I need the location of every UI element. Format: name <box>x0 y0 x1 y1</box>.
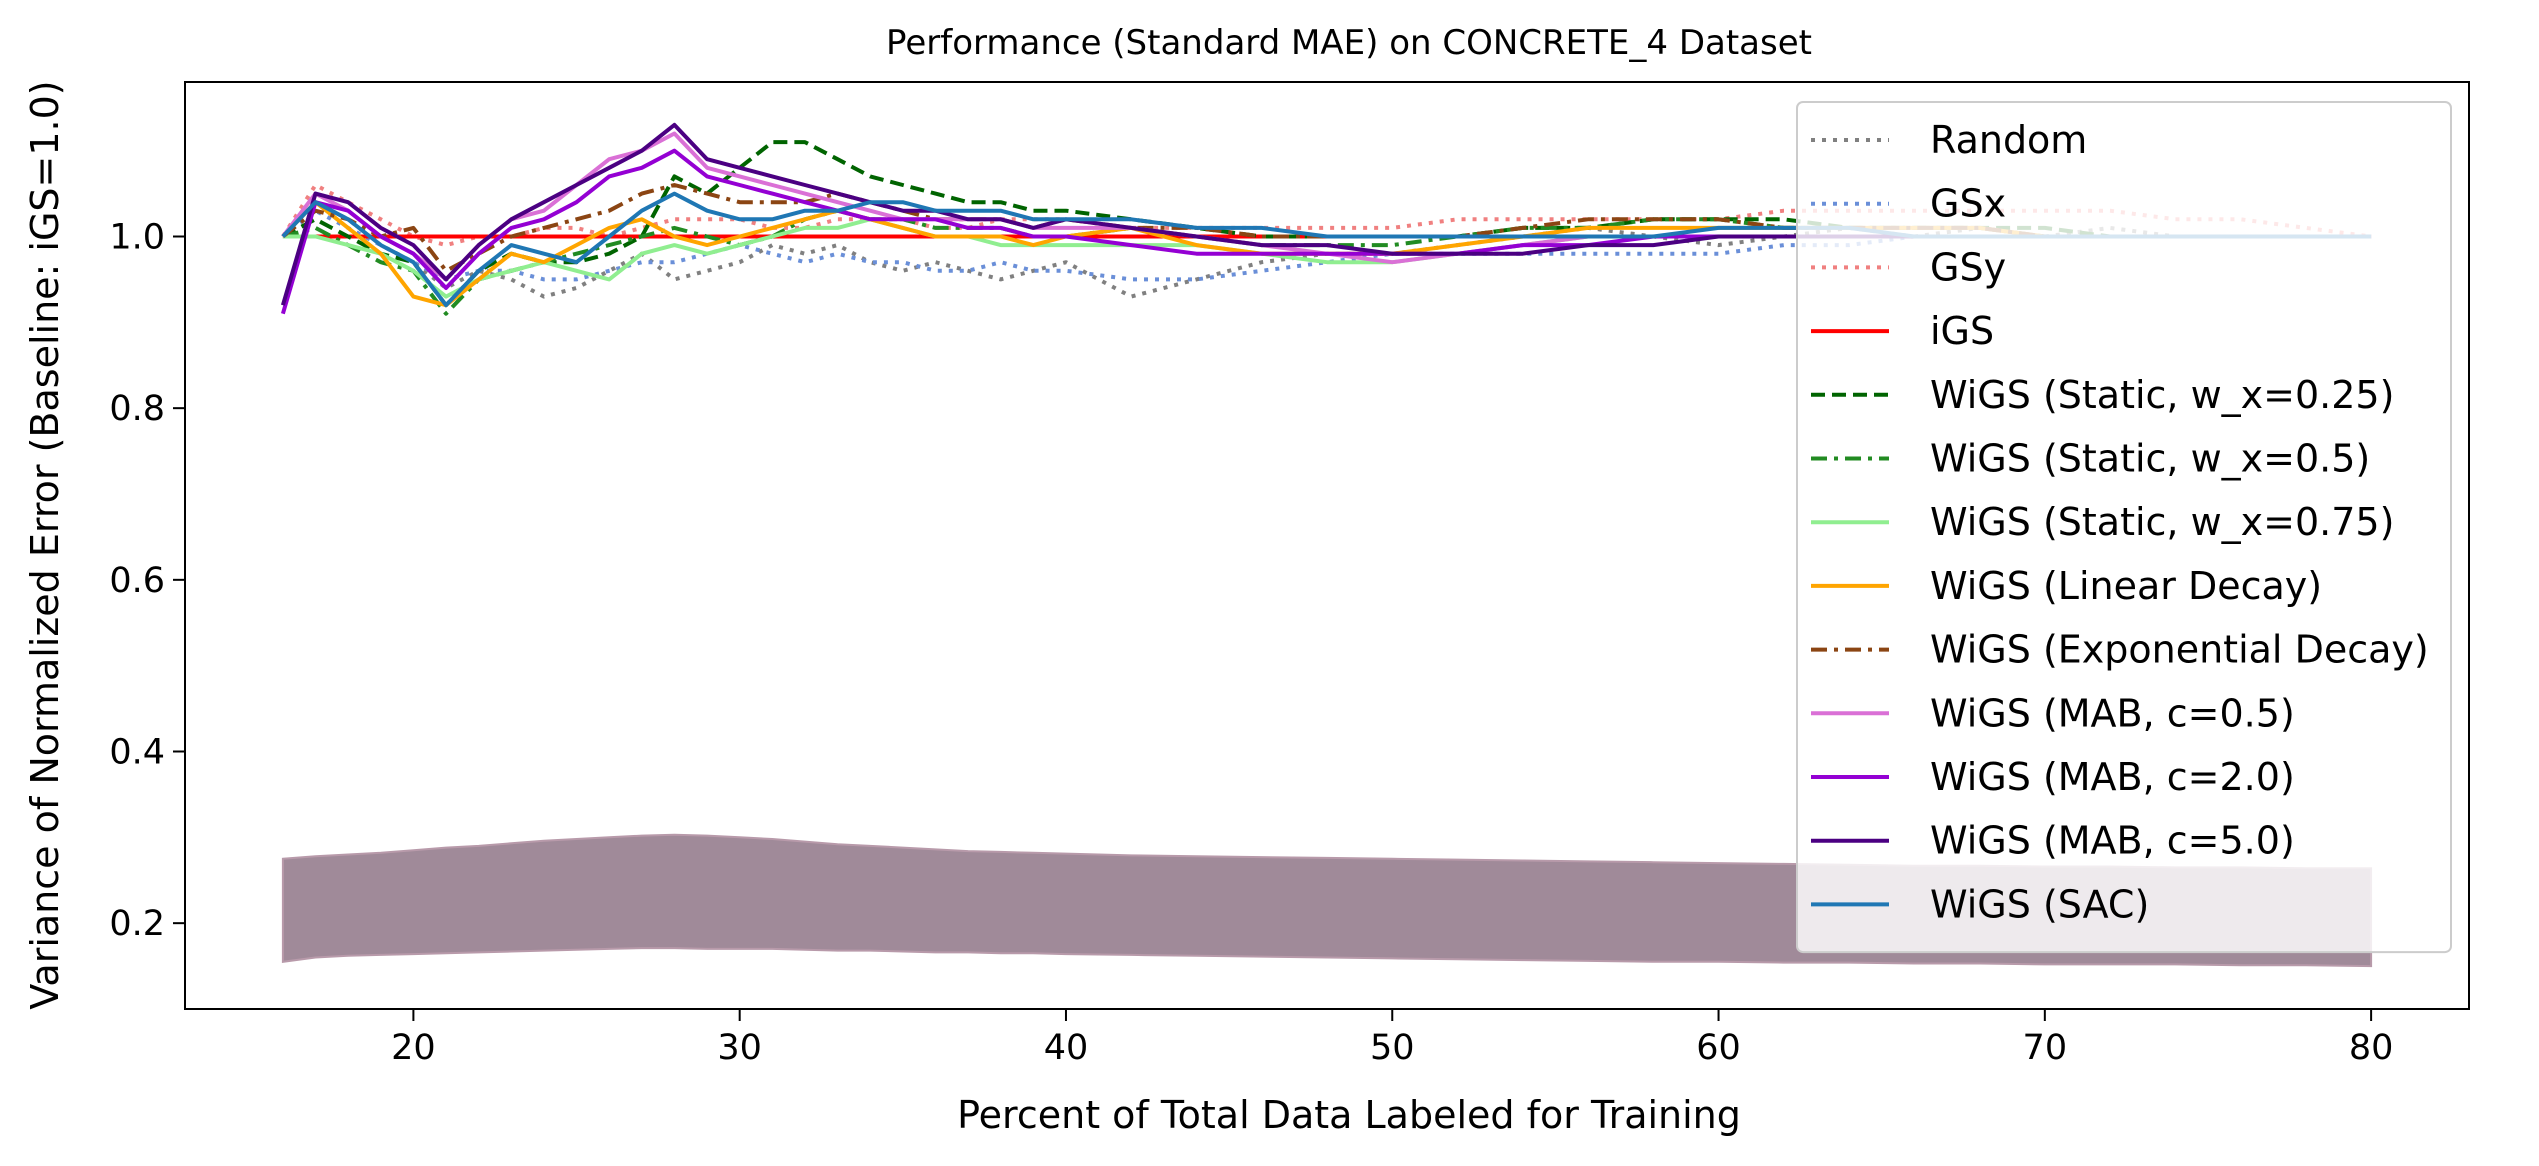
legend-label-3: iGS <box>1930 309 1994 353</box>
legend-box <box>1796 101 2452 954</box>
y-tick-label: 0.2 <box>109 904 165 944</box>
legend-label-1: GSx <box>1930 182 2006 226</box>
legend-label-5: WiGS (Static, w_x=0.5) <box>1930 437 2370 481</box>
plot-frame <box>184 81 2470 1010</box>
x-tick-label: 20 <box>391 1028 436 1068</box>
x-axis-label: Percent of Total Data Labeled for Traini… <box>957 1093 1741 1137</box>
legend-label-6: WiGS (Static, w_x=0.75) <box>1930 500 2394 544</box>
legend-label-9: WiGS (MAB, c=0.5) <box>1930 691 2295 735</box>
y-tick-label: 0.4 <box>109 733 165 773</box>
legend-label-7: WiGS (Linear Decay) <box>1930 564 2322 608</box>
y-tick-label: 0.8 <box>109 389 165 429</box>
legend-label-11: WiGS (MAB, c=5.0) <box>1930 819 2295 863</box>
legend-label-2: GSy <box>1930 245 2006 289</box>
x-tick-label: 60 <box>1696 1028 1741 1068</box>
legend-label-0: Random <box>1930 118 2087 162</box>
y-tick-label: 0.6 <box>109 561 165 601</box>
x-tick-label: 50 <box>1370 1028 1415 1068</box>
legend-label-8: WiGS (Exponential Decay) <box>1930 628 2429 672</box>
x-tick-label: 40 <box>1044 1028 1089 1068</box>
y-axis: 0.2 0.4 0.6 0.8 1.0 <box>109 218 185 944</box>
x-tick-label: 70 <box>2023 1028 2068 1068</box>
x-tick-label: 30 <box>717 1028 762 1068</box>
x-tick-label: 80 <box>2349 1028 2394 1068</box>
legend-label-4: WiGS (Static, w_x=0.25) <box>1930 373 2394 417</box>
legend-label-10: WiGS (MAB, c=2.0) <box>1930 755 2295 799</box>
y-axis-label: Variance of Normalized Error (Baseline: … <box>23 80 67 1009</box>
x-axis: 20 30 40 50 60 70 80 <box>391 1009 2393 1068</box>
legend-label-12: WiGS (SAC) <box>1930 882 2149 926</box>
legend: Random GSx GSy iGS WiGS (Static, w_x=0.25) Wi… <box>1796 101 2452 954</box>
y-tick-label: 1.0 <box>109 218 165 258</box>
chart-title: Performance (Standard MAE) on CONCRETE_4… <box>886 23 1812 63</box>
